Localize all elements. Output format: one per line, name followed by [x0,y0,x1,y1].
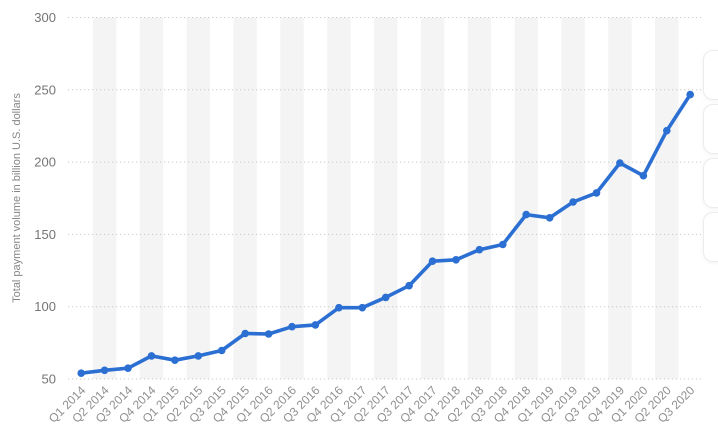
data-point-q2-2018[interactable] [475,245,484,254]
data-point-q1-2020[interactable] [639,171,648,180]
y-tick-label: 150 [34,227,56,242]
y-tick-label: 100 [34,299,56,314]
data-point-q3-2018[interactable] [499,240,507,249]
data-point-q3-2014[interactable] [124,364,132,373]
quarter-band [233,17,257,379]
quarter-band [655,17,679,379]
data-point-q1-2016[interactable] [264,330,273,338]
data-point-q2-2014[interactable] [100,366,109,375]
data-point-q2-2017[interactable] [381,293,390,302]
quarter-band [280,17,304,379]
quarter-band [327,17,351,379]
data-point-q3-2016[interactable] [311,321,320,329]
data-point-q1-2014[interactable] [77,369,85,378]
data-point-q3-2019[interactable] [592,189,601,197]
data-point-q4-2016[interactable] [335,303,343,312]
data-point-q2-2019[interactable] [569,198,577,206]
data-point-q1-2015[interactable] [171,356,179,365]
data-point-q3-2017[interactable] [405,281,413,290]
data-point-q4-2014[interactable] [147,352,156,360]
data-points [77,90,694,378]
data-point-q4-2017[interactable] [428,257,437,266]
y-axis-title: Total payment volume in billion U.S. dol… [11,93,23,303]
side-toolbar-button-3[interactable] [703,158,718,208]
quarter-band [420,17,445,379]
side-toolbar-button-1[interactable] [703,50,718,100]
quarter-band [92,17,117,379]
y-tick-label: 50 [42,372,56,387]
data-point-q1-2019[interactable] [545,214,554,222]
gridlines [68,17,701,380]
quarter-bands [92,17,679,379]
data-point-q2-2015[interactable] [194,352,203,360]
quarter-band [514,17,538,379]
y-tick-label: 200 [34,155,56,170]
data-point-q4-2019[interactable] [616,159,624,167]
quarter-band [467,17,492,379]
y-tick-label: 250 [34,82,56,97]
data-point-q3-2020[interactable] [686,90,694,99]
data-point-q4-2015[interactable] [241,329,249,338]
quarter-band [608,17,632,379]
data-point-q4-2018[interactable] [522,210,530,219]
data-point-q3-2015[interactable] [217,346,226,355]
data-point-q1-2018[interactable] [452,255,460,264]
quarter-band [186,17,211,379]
data-point-q1-2017[interactable] [358,303,367,312]
y-tick-label: 300 [34,10,56,25]
side-toolbar-button-2[interactable] [703,104,718,154]
y-axis-tick-labels: 50 100 150 200 250 300 [34,10,56,387]
data-point-q2-2020[interactable] [663,126,671,135]
data-point-q2-2016[interactable] [288,322,296,331]
side-toolbar-button-4[interactable] [703,212,718,262]
quarter-band [373,17,398,379]
quarter-band [139,17,164,379]
